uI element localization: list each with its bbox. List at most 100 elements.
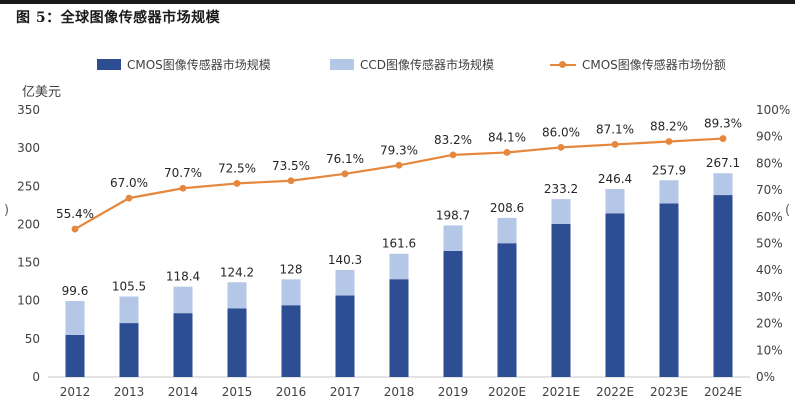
y2-tick-label: 60% <box>756 210 783 224</box>
share-point <box>503 149 511 156</box>
bar-cmos <box>119 323 139 377</box>
share-label: 67.0% <box>110 176 148 190</box>
bar-cmos <box>659 203 679 377</box>
y2-tick-label: 40% <box>756 263 783 277</box>
x-tick-label: 2017 <box>330 385 361 399</box>
y-tick-label: 50 <box>25 332 40 346</box>
share-label: 79.3% <box>380 143 418 157</box>
share-label: 87.1% <box>596 122 634 136</box>
bar-total-label: 246.4 <box>598 172 632 186</box>
y-tick-label: 150 <box>17 256 40 270</box>
x-tick-label: 2019 <box>438 385 469 399</box>
share-point <box>665 138 673 145</box>
y-tick-label: 100 <box>17 294 40 308</box>
bar-total-label: 128 <box>280 262 303 276</box>
share-label: 83.2% <box>434 133 472 147</box>
bar-ccd <box>659 180 679 204</box>
y2-tick-label: 50% <box>756 237 783 251</box>
legend-item-ccd: CCD图像传感器市场规模 <box>330 56 494 73</box>
share-point <box>287 177 295 185</box>
bar-cmos <box>443 250 463 377</box>
share-label: 72.5% <box>218 161 256 175</box>
bar-ccd <box>389 253 409 280</box>
bar-cmos <box>389 279 409 377</box>
bar-cmos <box>173 313 193 377</box>
bar-ccd <box>443 225 463 251</box>
bar-ccd <box>119 296 139 324</box>
x-tick-label: 2014 <box>168 385 199 399</box>
bar-ccd <box>65 301 85 335</box>
figure-title: 图 5：全球图像传感器市场规模 <box>16 10 221 26</box>
right-edge-mark: ( <box>785 203 791 218</box>
share-point <box>179 184 187 192</box>
share-point <box>233 180 241 187</box>
y2-tick-label: 80% <box>756 156 783 170</box>
bar-cmos <box>335 295 355 377</box>
bar-total-label: 124.2 <box>220 265 254 279</box>
bar-total-label: 267.1 <box>706 156 740 170</box>
bar-total-label: 257.9 <box>652 163 686 177</box>
y2-tick-label: 100% <box>756 103 790 117</box>
y2-tick-label: 30% <box>756 290 783 304</box>
share-label: 55.4% <box>56 207 94 221</box>
x-tick-label: 2016 <box>276 385 307 399</box>
bar-total-label: 233.2 <box>544 182 578 196</box>
bar-cmos <box>497 243 517 377</box>
share-label: 73.5% <box>272 159 310 173</box>
bar-total-label: 161.6 <box>382 237 416 251</box>
legend-label-share: CMOS图像传感器市场份额 <box>582 58 726 72</box>
x-tick-label: 2015 <box>222 385 253 399</box>
legend-label-cmos: CMOS图像传感器市场规模 <box>127 58 271 72</box>
share-label: 76.1% <box>326 152 364 166</box>
share-point <box>395 161 403 169</box>
legend-item-cmos: CMOS图像传感器市场规模 <box>97 56 271 73</box>
x-tick-label: 2023E <box>650 385 688 399</box>
y-tick-label: 200 <box>17 217 40 231</box>
y2-tick-label: 70% <box>756 183 783 197</box>
x-tick-label: 2013 <box>114 385 145 399</box>
share-point <box>557 143 565 151</box>
share-point <box>125 194 133 202</box>
bar-cmos <box>227 308 247 377</box>
y-axis-unit: 亿美元 <box>22 85 62 100</box>
bar-ccd <box>605 189 625 214</box>
share-point <box>449 151 457 159</box>
legend-item-share: CMOS图像传感器市场份额 <box>550 56 726 73</box>
x-tick-label: 2024E <box>704 385 742 399</box>
legend-swatch-cmos <box>97 59 121 70</box>
x-tick-label: 2020E <box>488 385 526 399</box>
share-label: 88.2% <box>650 120 688 134</box>
bar-total-label: 105.5 <box>112 280 146 294</box>
legend-swatch-share <box>550 59 576 70</box>
y2-tick-label: 10% <box>756 343 783 357</box>
bar-cmos <box>65 334 85 377</box>
legend-swatch-ccd <box>330 59 354 70</box>
x-tick-label: 2021E <box>542 385 580 399</box>
share-point <box>341 170 349 178</box>
bar-ccd <box>713 173 733 196</box>
bar-ccd <box>227 282 247 309</box>
bar-total-label: 208.6 <box>490 201 524 215</box>
y-tick-label: 300 <box>17 141 40 155</box>
bar-ccd <box>281 279 301 306</box>
share-label: 84.1% <box>488 130 526 144</box>
share-label: 86.0% <box>542 125 580 139</box>
bar-total-label: 198.7 <box>436 208 470 222</box>
y2-tick-label: 20% <box>756 317 783 331</box>
bar-total-label: 118.4 <box>166 270 200 284</box>
bar-cmos <box>281 305 301 377</box>
share-label: 70.7% <box>164 166 202 180</box>
bar-ccd <box>335 269 355 296</box>
x-tick-label: 2018 <box>384 385 415 399</box>
bar-ccd <box>173 286 193 314</box>
y-tick-label: 0 <box>32 370 40 384</box>
y2-tick-label: 90% <box>756 130 783 144</box>
bar-ccd <box>551 199 571 224</box>
top-rule <box>0 0 795 4</box>
bar-ccd <box>497 217 517 244</box>
bar-total-label: 140.3 <box>328 253 362 267</box>
share-point <box>611 141 619 148</box>
x-tick-label: 2012 <box>60 385 91 399</box>
left-edge-mark: ) <box>4 203 10 218</box>
share-point <box>719 135 727 142</box>
